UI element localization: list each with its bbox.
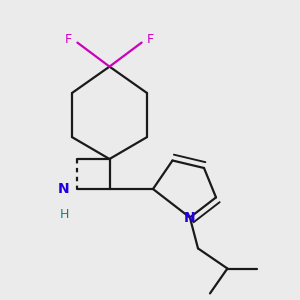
Text: H: H [60,208,69,221]
Text: N: N [57,182,69,196]
Text: N: N [184,211,196,224]
Text: F: F [65,33,72,46]
Text: F: F [147,33,154,46]
